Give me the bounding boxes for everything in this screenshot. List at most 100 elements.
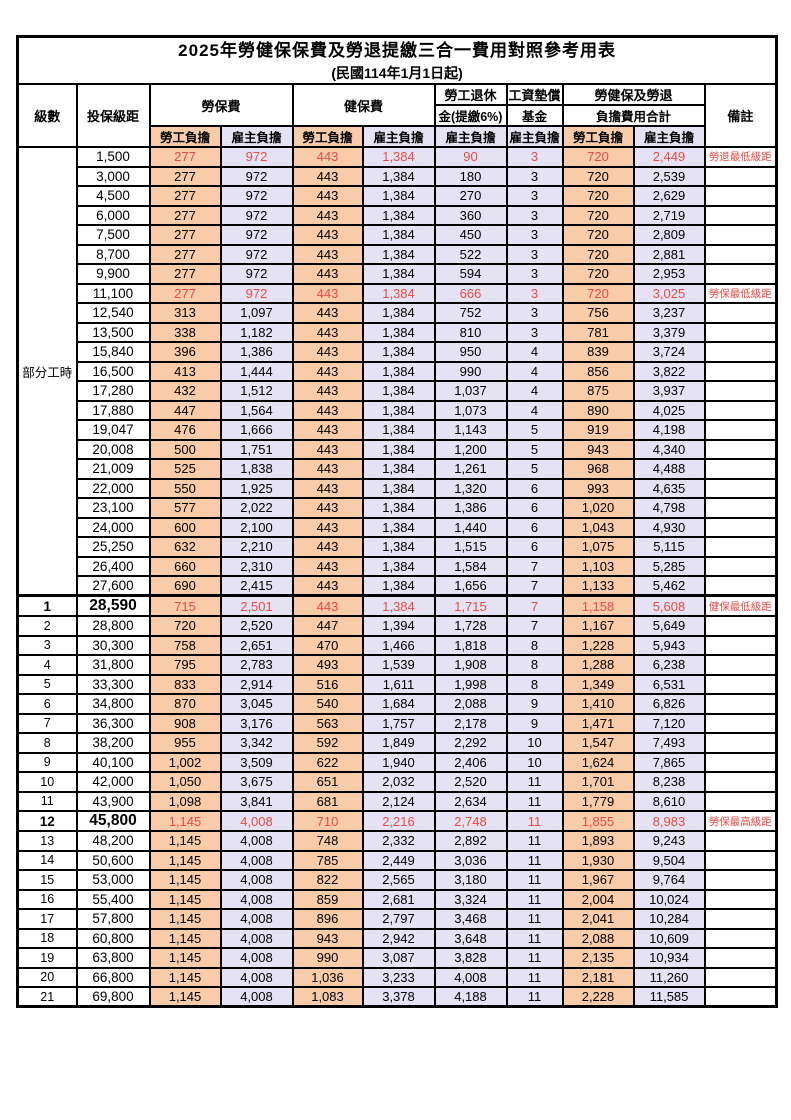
wagefund-employer-cell: 4	[505, 399, 564, 421]
health-employer-cell: 1,684	[361, 693, 436, 715]
health-employer-cell: 1,384	[361, 399, 436, 421]
bracket-cell: 66,800	[75, 966, 151, 988]
labor-employer-cell: 4,008	[219, 908, 294, 930]
header-row-3: 勞工負擔 雇主負擔 勞工負擔 雇主負擔 雇主負擔 雇主負擔 勞工負擔 雇主負擔	[18, 125, 777, 148]
health-employer-cell: 1,384	[361, 263, 436, 285]
table-row: 5 33,300 833 2,914 516 1,611 1,998 8 1,349 6,531	[16, 673, 778, 695]
wagefund-employer-cell: 11	[505, 790, 564, 812]
labor-employee-cell: 313	[148, 302, 222, 324]
pension-employer-cell: 270	[433, 185, 508, 207]
table-row: 4 31,800 795 2,783 493 1,539 1,908 8 1,288 6,238	[16, 654, 778, 676]
health-employee-cell: 443	[291, 575, 364, 597]
total-employee-cell: 720	[561, 243, 635, 265]
level-cell: 7	[16, 712, 78, 734]
health-employee-cell: 681	[291, 790, 364, 812]
wagefund-employer-cell: 3	[505, 146, 564, 168]
bracket-cell: 15,840	[75, 341, 151, 363]
labor-employer-cell: 1,751	[219, 438, 294, 460]
level-cell: 16	[16, 888, 78, 910]
total-employee-cell: 1,167	[561, 615, 635, 637]
total-employee-cell: 2,181	[561, 966, 635, 988]
health-employer-cell: 3,378	[361, 986, 436, 1008]
health-employee-cell: 516	[291, 673, 364, 695]
table-row: 13 48,200 1,145 4,008 748 2,332 2,892 11 1,893 9,…	[16, 830, 778, 852]
wagefund-employer-cell: 6	[505, 497, 564, 519]
total-employee-cell: 993	[561, 477, 635, 499]
table-row: 18 60,800 1,145 4,008 943 2,942 3,648 11 2,088 10…	[16, 927, 778, 949]
table-row: 16,500 413 1,444 443 1,384 990 4 856 3,822	[18, 360, 778, 382]
health-employee-cell: 443	[291, 302, 364, 324]
health-employee-cell: 443	[291, 321, 364, 343]
health-employee-cell: 443	[291, 516, 364, 538]
total-employer-cell: 4,930	[632, 516, 706, 538]
col-header-pension-line2: 金(提繳6%)	[433, 104, 508, 127]
labor-employee-cell: 413	[148, 360, 222, 382]
remark-cell	[703, 966, 778, 988]
remark-cell	[703, 654, 778, 676]
health-employee-cell: 470	[291, 634, 364, 656]
wagefund-employer-cell: 9	[505, 712, 564, 734]
wagefund-employer-cell: 6	[505, 477, 564, 499]
remark-cell	[703, 732, 778, 754]
total-employer-cell: 4,340	[632, 438, 706, 460]
labor-employee-cell: 1,145	[148, 947, 222, 969]
labor-employer-cell: 972	[219, 282, 294, 304]
wagefund-employer-cell: 10	[505, 732, 564, 754]
wagefund-employer-cell: 11	[505, 947, 564, 969]
pension-employer-cell: 360	[433, 204, 508, 226]
bracket-cell: 19,047	[75, 419, 151, 441]
labor-employer-cell: 972	[219, 146, 294, 168]
total-employer-cell: 7,865	[632, 751, 706, 773]
title-cell: 2025年勞健保保費及勞退提繳三合一費用對照參考用表 (民國114年1月1日起)	[16, 35, 778, 85]
total-employer-cell: 6,238	[632, 654, 706, 676]
labor-employer-cell: 1,444	[219, 360, 294, 382]
col-header-wagefund-line2: 基金	[505, 104, 564, 127]
health-employer-cell: 2,565	[361, 869, 436, 891]
labor-employer-cell: 4,008	[219, 810, 294, 832]
pension-employer-cell: 3,036	[433, 849, 508, 871]
table-row: 4,500 277 972 443 1,384 270 3 720 2,629	[18, 185, 778, 207]
table-row: 8,700 277 972 443 1,384 522 3 720 2,881	[18, 243, 778, 265]
total-employee-cell: 856	[561, 360, 635, 382]
health-employer-cell: 1,384	[361, 419, 436, 441]
table-row: 26,400 660 2,310 443 1,384 1,584 7 1,103 5,285	[18, 555, 778, 577]
remark-cell	[703, 360, 778, 382]
pension-employer-cell: 2,634	[433, 790, 508, 812]
labor-employer-cell: 2,501	[219, 594, 294, 617]
labor-employer-cell: 2,100	[219, 516, 294, 538]
pension-employer-cell: 2,748	[433, 810, 508, 832]
pension-employer-cell: 810	[433, 321, 508, 343]
health-employer-cell: 1,384	[361, 224, 436, 246]
health-employer-cell: 1,384	[361, 497, 436, 519]
health-employee-cell: 1,083	[291, 986, 364, 1008]
bracket-cell: 50,600	[75, 849, 151, 871]
total-employer-cell: 8,238	[632, 771, 706, 793]
labor-employer-cell: 4,008	[219, 869, 294, 891]
labor-employee-cell: 1,145	[148, 888, 222, 910]
wagefund-employer-cell: 3	[505, 302, 564, 324]
total-employer-cell: 4,025	[632, 399, 706, 421]
level-cell: 18	[16, 927, 78, 949]
total-employer-cell: 2,881	[632, 243, 706, 265]
labor-employee-cell: 758	[148, 634, 222, 656]
table-row: 23,100 577 2,022 443 1,384 1,386 6 1,020 4,798	[18, 497, 778, 519]
remark-cell	[703, 771, 778, 793]
health-employer-cell: 1,384	[361, 477, 436, 499]
remark-cell	[703, 243, 778, 265]
table-row: 3,000 277 972 443 1,384 180 3 720 2,539	[18, 165, 778, 187]
total-employee-cell: 2,041	[561, 908, 635, 930]
labor-employee-cell: 550	[148, 477, 222, 499]
wagefund-employer-cell: 7	[505, 555, 564, 577]
subheader-health-employee: 勞工負擔	[291, 125, 364, 148]
remark-cell	[703, 321, 778, 343]
wagefund-employer-cell: 8	[505, 654, 564, 676]
subheader-wagefund-employer: 雇主負擔	[505, 125, 564, 148]
remark-cell	[703, 438, 778, 460]
health-employer-cell: 1,940	[361, 751, 436, 773]
wagefund-employer-cell: 5	[505, 419, 564, 441]
bracket-cell: 45,800	[75, 810, 151, 832]
pension-employer-cell: 2,088	[433, 693, 508, 715]
bracket-cell: 12,540	[75, 302, 151, 324]
total-employer-cell: 3,822	[632, 360, 706, 382]
bracket-cell: 42,000	[75, 771, 151, 793]
